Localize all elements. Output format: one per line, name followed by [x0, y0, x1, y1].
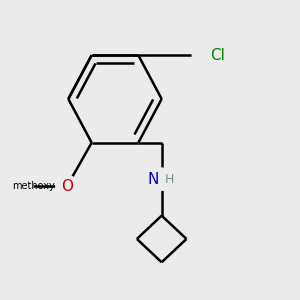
- Circle shape: [56, 176, 78, 197]
- Text: methoxy: methoxy: [12, 182, 55, 191]
- Text: Cl: Cl: [210, 48, 225, 63]
- Circle shape: [192, 39, 224, 71]
- Text: H: H: [165, 173, 174, 186]
- Circle shape: [151, 168, 173, 190]
- Text: N: N: [147, 172, 159, 187]
- Text: O: O: [61, 179, 73, 194]
